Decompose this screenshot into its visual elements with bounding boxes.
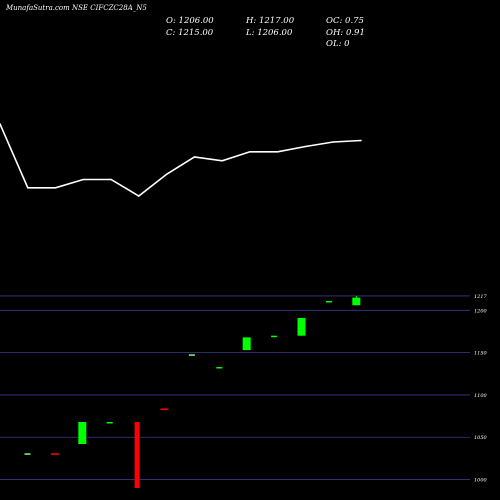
line-point: [193, 156, 196, 158]
candle-body: [297, 317, 306, 336]
y-tick-label: 1050: [474, 435, 488, 441]
price-grid: 1000 1050 1100 1150 1200 1217: [0, 294, 488, 484]
line-point: [249, 150, 251, 153]
line-point: [276, 150, 279, 153]
close-price-line: [0, 123, 362, 197]
candle: [325, 301, 332, 303]
candlestick-chart: [24, 295, 361, 488]
candle: [297, 317, 306, 336]
candle: [24, 453, 31, 455]
open-readout: O: 1206.00: [166, 16, 214, 26]
line-point: [110, 178, 112, 181]
candle-body: [106, 422, 113, 424]
candle: [160, 408, 169, 410]
candle-body: [78, 422, 87, 444]
y-tick-label: 1150: [474, 351, 488, 357]
y-tick-label: 1000: [474, 478, 488, 484]
low-readout: L: 1206.00: [245, 28, 293, 38]
line-point: [0, 123, 1, 125]
line-point: [360, 139, 362, 142]
candle-body: [160, 408, 169, 410]
ol-readout: OL: 0: [326, 39, 350, 49]
candle-body: [134, 422, 140, 488]
candle: [134, 422, 140, 488]
candle: [78, 422, 87, 444]
line-point: [138, 195, 140, 197]
y-tick-label: 1200: [474, 308, 488, 314]
candle: [242, 337, 251, 351]
candle-body: [352, 297, 361, 306]
candle: [352, 295, 361, 306]
high-readout: H: 1217.00: [245, 16, 295, 26]
candle: [106, 422, 113, 424]
candle-body: [271, 335, 278, 338]
candle: [216, 367, 223, 369]
oh-readout: OH: 0.91: [326, 28, 365, 38]
chart-title: MunafaSutra.com NSE CIFCZC28A_N5: [5, 4, 147, 12]
candle-body: [325, 301, 332, 303]
line-point: [26, 186, 29, 189]
candle-body: [188, 354, 195, 356]
candle: [50, 453, 59, 455]
close-readout: C: 1215.00: [166, 28, 214, 38]
line-point: [82, 178, 85, 181]
candle-body: [242, 337, 251, 351]
line-point: [165, 173, 168, 176]
candle-body: [216, 367, 223, 369]
candle: [271, 335, 278, 338]
line-point: [304, 145, 307, 148]
candle: [188, 354, 195, 356]
line-point: [54, 186, 57, 189]
y-tick-label: 1217: [474, 294, 488, 300]
line-chart: [0, 123, 362, 197]
candle-body: [24, 453, 31, 455]
y-tick-label: 1100: [474, 393, 488, 399]
candle-body: [50, 453, 59, 455]
line-point: [221, 159, 223, 162]
line-point: [332, 141, 335, 143]
oc-readout: OC: 0.75: [326, 16, 364, 26]
